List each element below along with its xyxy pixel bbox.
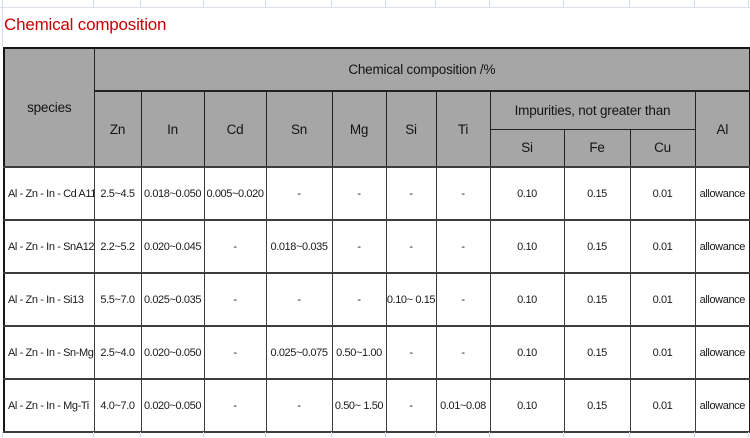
cell-mg: 0.50~1.00: [331, 325, 387, 380]
cell-imp-si: 0.10: [489, 325, 565, 380]
cell-species: Al - Zn - In - Mg-Ti: [3, 378, 95, 433]
cell-si: 0.10~ 0.15: [385, 272, 437, 327]
cell-imp-fe: 0.15: [563, 219, 631, 274]
cell-in: 0.020~0.050: [140, 378, 205, 433]
col-header-in: In: [140, 90, 205, 168]
col-header-si: Si: [385, 90, 437, 168]
col-header-al: Al: [694, 90, 750, 168]
cell-mg: -: [331, 219, 387, 274]
header-row-3: Si Fe Cu: [4, 128, 750, 168]
cell-ti: -: [435, 272, 491, 327]
col-header-impurity-fe: Fe: [563, 128, 631, 168]
col-header-mg: Mg: [331, 90, 387, 168]
cell-zn: 2.5~4.0: [93, 325, 142, 380]
cell-imp-cu: 0.01: [629, 325, 696, 380]
table-row: Al - Zn - In - SnA12 2.2~5.2 0.020~0.045…: [3, 219, 750, 274]
cell-species: Al - Zn - In - Si13: [3, 272, 95, 327]
cell-cd: -: [203, 219, 267, 274]
col-header-species: species: [3, 47, 95, 168]
cell-imp-si: 0.10: [489, 219, 565, 274]
cell-imp-cu: 0.01: [629, 272, 696, 327]
page-title: Chemical composition: [4, 15, 167, 34]
cell-si: -: [385, 378, 437, 433]
cell-al: allowance: [694, 272, 750, 327]
cell-in: 0.018~0.050: [140, 166, 205, 221]
table-row: Al - Zn - In - Mg-Ti 4.0~7.0 0.020~0.050…: [3, 378, 750, 433]
cell-cd: -: [203, 378, 267, 433]
cell-ti: -: [435, 166, 491, 221]
header-row-1: species Chemical composition /%: [3, 47, 750, 168]
cell-zn: 5.5~7.0: [93, 272, 142, 327]
cell-imp-fe: 0.15: [563, 325, 631, 380]
table-body: Al - Zn - In - Cd A11 2.5~4.5 0.018~0.05…: [3, 166, 750, 433]
cell-imp-cu: 0.01: [629, 219, 696, 274]
cell-imp-si: 0.10: [489, 166, 565, 221]
cell-sn: -: [265, 272, 333, 327]
col-header-zn: Zn: [93, 90, 142, 168]
cell-imp-cu: 0.01: [629, 166, 696, 221]
cell-mg: -: [331, 166, 387, 221]
cell-zn: 4.0~7.0: [93, 378, 142, 433]
cell-sn: -: [265, 378, 333, 433]
cell-si: -: [385, 219, 437, 274]
cell-zn: 2.5~4.5: [93, 166, 142, 221]
cell-sn: 0.018~0.035: [265, 219, 333, 274]
cell-al: allowance: [694, 219, 750, 274]
cell-species: Al - Zn - In - SnA12: [3, 219, 95, 274]
col-header-ti: Ti: [435, 90, 491, 168]
left-gridline: [2, 0, 3, 47]
cell-cd: -: [203, 272, 267, 327]
chemical-composition-table: species Chemical composition /% Zn In Cd…: [3, 47, 750, 433]
cell-ti: -: [435, 219, 491, 274]
cell-imp-fe: 0.15: [563, 272, 631, 327]
cell-zn: 2.2~5.2: [93, 219, 142, 274]
cell-mg: 0.50~ 1.50: [331, 378, 387, 433]
cell-imp-fe: 0.15: [563, 166, 631, 221]
cell-al: allowance: [694, 325, 750, 380]
col-header-impurity-si: Si: [489, 128, 565, 168]
cell-sn: 0.025~0.075: [265, 325, 333, 380]
table-header: species Chemical composition /% Zn In Cd…: [3, 47, 750, 168]
cell-mg: -: [331, 272, 387, 327]
cell-species: Al - Zn - In - Cd A11: [3, 166, 95, 221]
table-row: Al - Zn - In - Sn-Mg 2.5~4.0 0.020~0.050…: [3, 325, 750, 380]
cell-si: -: [385, 325, 437, 380]
cell-ti: -: [435, 325, 491, 380]
col-header-chemical-composition: Chemical composition /%: [93, 47, 750, 92]
cell-imp-si: 0.10: [489, 272, 565, 327]
col-header-sn: Sn: [265, 90, 333, 168]
table-row: Al - Zn - In - Cd A11 2.5~4.5 0.018~0.05…: [3, 166, 750, 221]
cell-al: allowance: [694, 378, 750, 433]
cell-in: 0.025~0.035: [140, 272, 205, 327]
cell-imp-si: 0.10: [489, 378, 565, 433]
col-header-cd: Cd: [203, 90, 267, 168]
header-row-2: Zn In Cd Sn Mg Si Ti Impurities, not gre…: [4, 90, 750, 168]
col-header-impurities: Impurities, not greater than: [489, 90, 696, 130]
top-gridline-strip: [0, 0, 750, 8]
col-header-impurity-cu: Cu: [629, 128, 696, 168]
cell-cd: 0.005~0.020: [203, 166, 267, 221]
cell-species: Al - Zn - In - Sn-Mg: [3, 325, 95, 380]
cell-si: -: [385, 166, 437, 221]
cell-in: 0.020~0.050: [140, 325, 205, 380]
cell-imp-fe: 0.15: [563, 378, 631, 433]
cell-sn: -: [265, 166, 333, 221]
cell-cd: -: [203, 325, 267, 380]
cell-in: 0.020~0.045: [140, 219, 205, 274]
cell-ti: 0.01~0.08: [435, 378, 491, 433]
table-row: Al - Zn - In - Si13 5.5~7.0 0.025~0.035 …: [3, 272, 750, 327]
cell-imp-cu: 0.01: [629, 378, 696, 433]
cell-al: allowance: [694, 166, 750, 221]
